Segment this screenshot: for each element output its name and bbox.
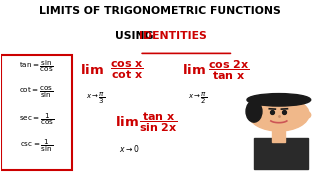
Text: $x \to \dfrac{\pi}{3}$: $x \to \dfrac{\pi}{3}$	[86, 91, 105, 106]
Text: $\mathrm{cot} = \dfrac{\mathrm{cos}}{\mathrm{sin}}$: $\mathrm{cot} = \dfrac{\mathrm{cos}}{\ma…	[19, 85, 53, 100]
FancyBboxPatch shape	[272, 127, 285, 142]
Ellipse shape	[304, 112, 311, 118]
FancyBboxPatch shape	[254, 138, 308, 169]
Text: USING: USING	[116, 31, 158, 41]
Text: $\mathbf{lim}$: $\mathbf{lim}$	[181, 63, 205, 77]
Text: $\mathrm{sec} = \dfrac{1}{\mathrm{cos}}$: $\mathrm{sec} = \dfrac{1}{\mathrm{cos}}$	[19, 112, 54, 127]
Text: IDENTITIES: IDENTITIES	[139, 31, 207, 41]
Text: $\mathbf{lim}$: $\mathbf{lim}$	[115, 115, 139, 129]
Text: $\dfrac{\mathbf{cos\ x}}{\mathbf{cot\ x}}$: $\dfrac{\mathbf{cos\ x}}{\mathbf{cot\ x}…	[110, 60, 143, 81]
Ellipse shape	[247, 94, 311, 106]
Text: $\mathbf{lim}$: $\mathbf{lim}$	[80, 63, 103, 77]
Text: $x \to 0$: $x \to 0$	[119, 143, 139, 154]
Text: $x \to \dfrac{\pi}{2}$: $x \to \dfrac{\pi}{2}$	[188, 91, 207, 106]
Ellipse shape	[246, 101, 262, 122]
Text: LIMITS OF TRIGONOMETRIC FUNCTIONS: LIMITS OF TRIGONOMETRIC FUNCTIONS	[39, 6, 281, 16]
Text: $\dfrac{\mathbf{cos\ 2x}}{\mathbf{tan\ x}}$: $\dfrac{\mathbf{cos\ 2x}}{\mathbf{tan\ x…	[208, 59, 249, 82]
Circle shape	[249, 97, 309, 131]
Text: $\mathrm{csc} = \dfrac{1}{\mathrm{sin}}$: $\mathrm{csc} = \dfrac{1}{\mathrm{sin}}$	[20, 138, 53, 154]
Text: $\mathrm{tan} = \dfrac{\mathrm{sin}}{\mathrm{cos}}$: $\mathrm{tan} = \dfrac{\mathrm{sin}}{\ma…	[19, 58, 54, 73]
FancyBboxPatch shape	[1, 55, 72, 170]
Text: $\dfrac{\mathbf{tan\ x}}{\mathbf{sin\ 2x}}$: $\dfrac{\mathbf{tan\ x}}{\mathbf{sin\ 2x…	[139, 110, 178, 134]
